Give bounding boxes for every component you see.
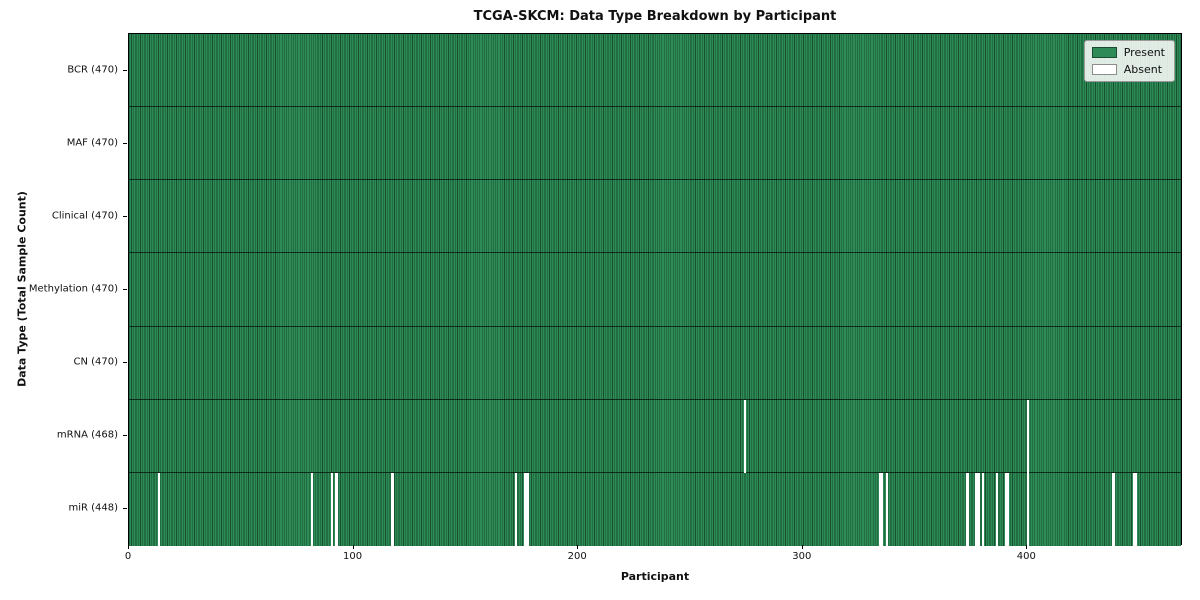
absent-stripe [1006, 472, 1010, 547]
heatmap-row-mRNA [129, 399, 1181, 473]
heatmap-row-MAF [129, 107, 1181, 181]
absent-stripe [1027, 399, 1030, 473]
absent-swatch-icon [1091, 64, 1117, 75]
y-tick-mark [123, 142, 127, 144]
x-tick-mark [128, 545, 129, 549]
x-tick-label-400: 400 [1016, 551, 1036, 562]
y-tick-label-Methylation: Methylation (470) [28, 283, 118, 295]
legend-label-absent: Absent [1123, 63, 1163, 76]
absent-stripe [878, 472, 882, 547]
plot-area [128, 33, 1182, 547]
legend-item-absent: Absent [1091, 63, 1165, 76]
absent-stripe [157, 472, 161, 547]
y-tick-mark [123, 289, 127, 290]
x-tick-label-0: 0 [124, 551, 132, 562]
x-tick-mark [352, 545, 354, 549]
absent-stripe [881, 472, 884, 547]
y-tick-label-Clinical: Clinical (470) [51, 210, 118, 222]
absent-stripe [335, 472, 338, 547]
absent-stripe [514, 472, 518, 547]
absent-stripe [1132, 472, 1135, 547]
absent-stripe [1112, 472, 1115, 547]
absent-stripe [1004, 472, 1007, 547]
y-tick-label-BCR: BCR (470) [67, 64, 118, 76]
absent-stripe [975, 472, 978, 547]
heatmap-row-Methylation [129, 253, 1181, 327]
y-tick-label-mRNA: mRNA (468) [56, 429, 118, 441]
y-tick-mark [123, 69, 127, 71]
y-tick-mark [123, 508, 127, 510]
absent-stripe [526, 472, 529, 547]
heatmap-row-CN [129, 326, 1181, 400]
x-tick-mark [577, 545, 579, 549]
x-tick-label-200: 200 [567, 551, 587, 562]
y-tick-label-miR: miR (448) [68, 502, 118, 514]
absent-stripe [977, 472, 980, 547]
y-tick-mark [123, 435, 127, 437]
heatmap-row-BCR [129, 34, 1181, 108]
absent-stripe [310, 472, 313, 547]
y-tick-label-CN: CN (470) [73, 356, 118, 368]
legend: Present Absent [1083, 40, 1175, 82]
absent-stripe [391, 472, 394, 547]
y-tick-mark [123, 362, 127, 364]
absent-stripe [330, 472, 334, 547]
present-swatch-icon [1091, 47, 1117, 58]
x-tick-label-300: 300 [792, 551, 812, 562]
legend-item-present: Present [1091, 46, 1165, 59]
heatmap-row-miR [129, 472, 1181, 547]
y-tick-label-MAF: MAF (470) [66, 137, 118, 149]
absent-stripe [1027, 472, 1030, 547]
absent-stripe [1134, 472, 1138, 547]
x-tick-mark [801, 545, 803, 549]
absent-stripe [744, 399, 747, 473]
absent-stripe [885, 472, 888, 547]
chart-title: TCGA-SKCM: Data Type Breakdown by Partic… [473, 9, 837, 24]
absent-stripe [982, 472, 985, 547]
absent-stripe [966, 472, 969, 547]
absent-stripe [523, 472, 527, 547]
x-tick-mark [1026, 545, 1028, 549]
absent-stripe [995, 472, 998, 547]
x-tick-label-100: 100 [343, 551, 363, 562]
legend-label-present: Present [1123, 46, 1165, 59]
x-axis-label: Participant [620, 570, 690, 583]
y-tick-mark [123, 215, 127, 217]
heatmap-row-Clinical [129, 180, 1181, 254]
